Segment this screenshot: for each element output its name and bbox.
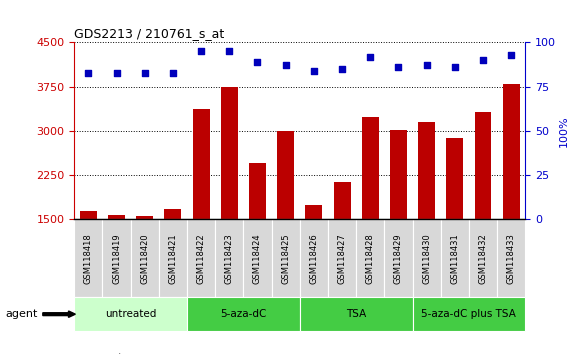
Text: GSM118427: GSM118427 [337,233,347,284]
Bar [390,130,407,219]
Bar [249,164,266,219]
Bar [108,215,125,219]
Point [225,48,234,54]
Text: GSM118421: GSM118421 [168,233,178,284]
Text: count: count [91,353,123,354]
Text: 5-aza-dC: 5-aza-dC [220,309,267,319]
Text: GSM118432: GSM118432 [478,233,488,284]
Bar [221,87,238,219]
Text: GSM118424: GSM118424 [253,233,262,284]
Point [422,63,431,68]
Bar [136,216,153,219]
Point [168,70,178,75]
Text: GSM118425: GSM118425 [281,233,290,284]
Text: GDS2213 / 210761_s_at: GDS2213 / 210761_s_at [74,27,224,40]
Text: GSM118430: GSM118430 [422,233,431,284]
Text: GSM118431: GSM118431 [451,233,459,284]
Y-axis label: 100%: 100% [559,115,569,147]
Text: GSM118423: GSM118423 [225,233,234,284]
Point [451,64,460,70]
Text: GSM118422: GSM118422 [196,233,206,284]
Point [309,68,319,74]
Point [337,66,347,72]
Text: TSA: TSA [346,309,366,319]
Bar [305,205,323,219]
Bar [164,210,182,219]
Bar [278,131,294,219]
Bar [447,138,463,219]
Text: GSM118426: GSM118426 [309,233,319,284]
Point [140,70,149,75]
Point [253,59,262,65]
Point [478,57,488,63]
Point [365,54,375,59]
Bar [192,109,210,219]
Text: 5-aza-dC plus TSA: 5-aza-dC plus TSA [421,309,516,319]
Text: GSM118433: GSM118433 [506,233,516,284]
Text: agent: agent [6,309,38,319]
Text: GSM118419: GSM118419 [112,233,121,284]
Text: GSM118428: GSM118428 [366,233,375,284]
Point [84,70,93,75]
Bar [475,112,492,219]
Bar [503,84,520,219]
Bar [333,182,351,219]
Bar [418,122,435,219]
Text: untreated: untreated [105,309,156,319]
Point [394,64,403,70]
Text: GSM118420: GSM118420 [140,233,149,284]
Point [506,52,516,58]
Point [196,48,206,54]
Text: GSM118418: GSM118418 [84,233,93,284]
Bar [80,211,97,219]
Point [112,70,121,75]
Point [281,63,290,68]
Text: GSM118429: GSM118429 [394,233,403,284]
Text: ■: ■ [74,351,86,354]
Bar [362,118,379,219]
